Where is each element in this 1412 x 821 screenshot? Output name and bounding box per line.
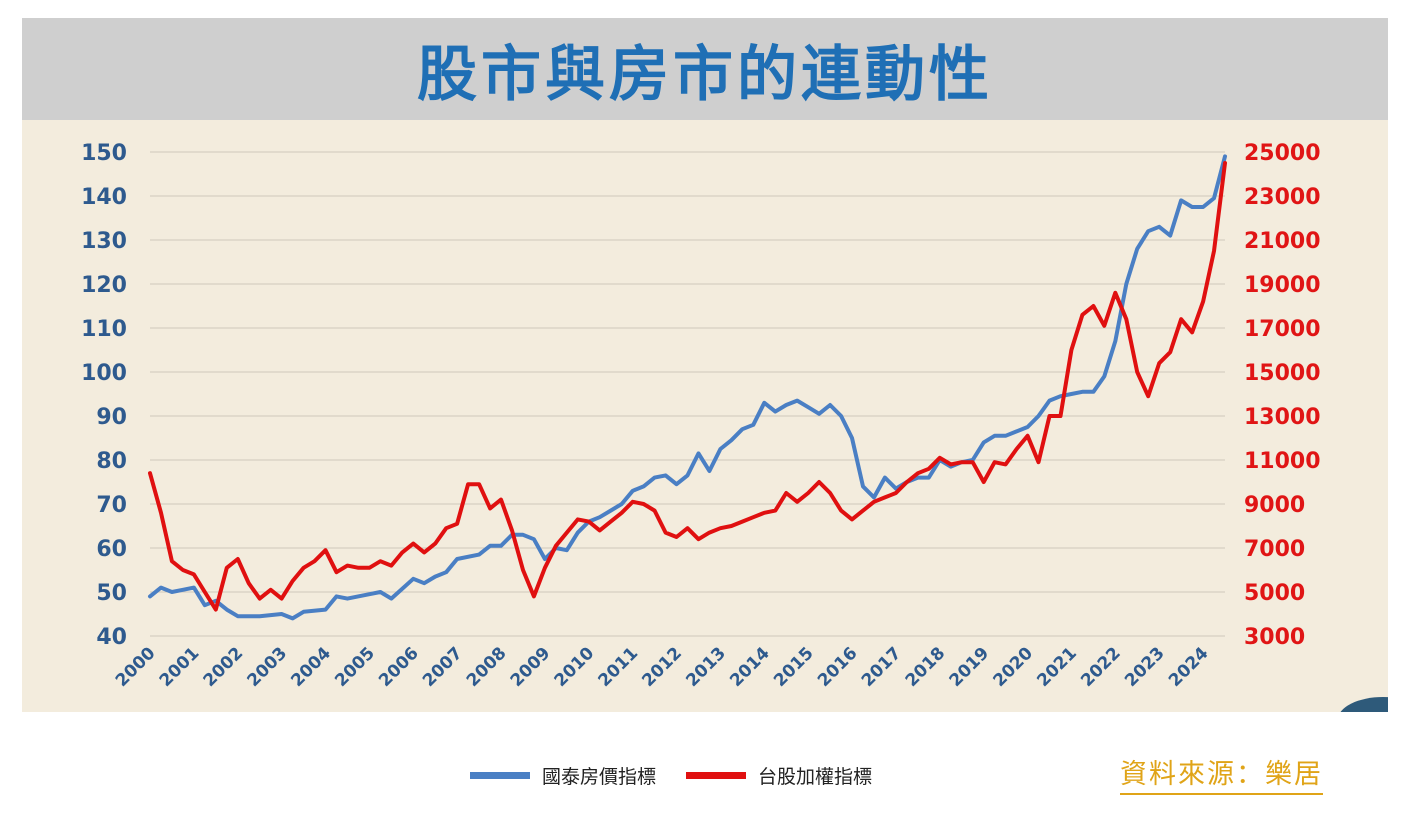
chart-title: 股市與房市的連動性 [417,39,993,110]
title-banner: 股市與房市的連動性 [22,18,1388,120]
x-tick-label: 2018 [902,643,950,691]
y-left-tick-label: 150 [81,141,127,166]
y-right-tick-label: 23000 [1244,185,1321,210]
y-left-tick-label: 40 [96,625,127,650]
x-tick-label: 2006 [375,643,423,691]
x-tick-label: 2024 [1165,643,1213,691]
x-tick-label: 2002 [200,643,248,691]
legend-swatch-house [470,772,530,779]
y-right-tick-label: 3000 [1244,625,1305,650]
x-tick-label: 2022 [1077,643,1125,691]
source-credit: 資料來源：樂居 [1120,752,1323,795]
y-right-tick-label: 5000 [1244,581,1305,606]
x-tick-label: 2008 [463,643,511,691]
y-left-tick-label: 140 [81,185,127,210]
y-left-tick-label: 60 [96,537,127,562]
y-right-tick-label: 9000 [1244,493,1305,518]
series-line-house [148,154,1227,621]
x-tick-label: 2016 [814,643,862,691]
x-tick-label: 2010 [551,643,599,691]
y-left-tick-label: 70 [96,493,127,518]
legend-item-stock: 台股加權指標 [686,762,872,789]
y-right-tick-label: 19000 [1244,273,1321,298]
x-tick-label: 2004 [287,643,335,691]
y-left-tick-label: 90 [96,405,127,430]
x-tick-label: 2019 [946,643,994,691]
y-left-tick-label: 50 [96,581,127,606]
x-tick-label: 2003 [244,643,292,691]
y-right-tick-label: 7000 [1244,537,1305,562]
x-tick-label: 2015 [770,643,818,691]
series-line-stock [148,161,1227,612]
line-chart: 150 140 130 120 110 100 90 80 70 60 50 40 25000 23000… [81,141,1321,691]
y-right-tick-label: 13000 [1244,405,1321,430]
y-right-tick-label: 21000 [1244,229,1321,254]
x-tick-label: 2011 [595,643,643,691]
y-left-tick-label: 130 [81,229,127,254]
y-left-tick-label: 80 [96,449,127,474]
x-tick-label: 2020 [989,643,1037,691]
plot-area: 150 140 130 120 110 100 90 80 70 60 50 40 25000 23000… [22,120,1388,712]
x-tick-label: 2001 [156,643,204,691]
y-right-tick-label: 25000 [1244,141,1321,166]
x-tick-label: 2023 [1121,643,1169,691]
x-tick-label: 2013 [682,643,730,691]
x-tick-label: 2009 [507,643,555,691]
legend-label-house: 國泰房價指標 [542,766,657,788]
x-tick-label: 2005 [331,643,379,691]
x-tick-label: 2021 [1033,643,1081,691]
legend-swatch-stock [686,772,747,779]
legend-label-stock: 台股加權指標 [758,766,873,788]
legend-item-house: 國泰房價指標 [470,762,656,789]
y-left-tick-label: 100 [81,361,127,386]
x-tick-label: 2000 [112,643,160,691]
y-right-tick-label: 15000 [1244,361,1321,386]
y-left-tick-label: 110 [81,317,127,342]
x-tick-label: 2007 [419,643,467,691]
x-tick-label: 2014 [726,643,774,691]
y-right-tick-label: 17000 [1244,317,1321,342]
legend: 國泰房價指標 台股加權指標 [470,762,872,789]
x-tick-label: 2012 [638,643,686,691]
x-tick-label: 2017 [858,643,906,691]
y-right-tick-label: 11000 [1244,449,1321,474]
y-left-tick-label: 120 [81,273,127,298]
